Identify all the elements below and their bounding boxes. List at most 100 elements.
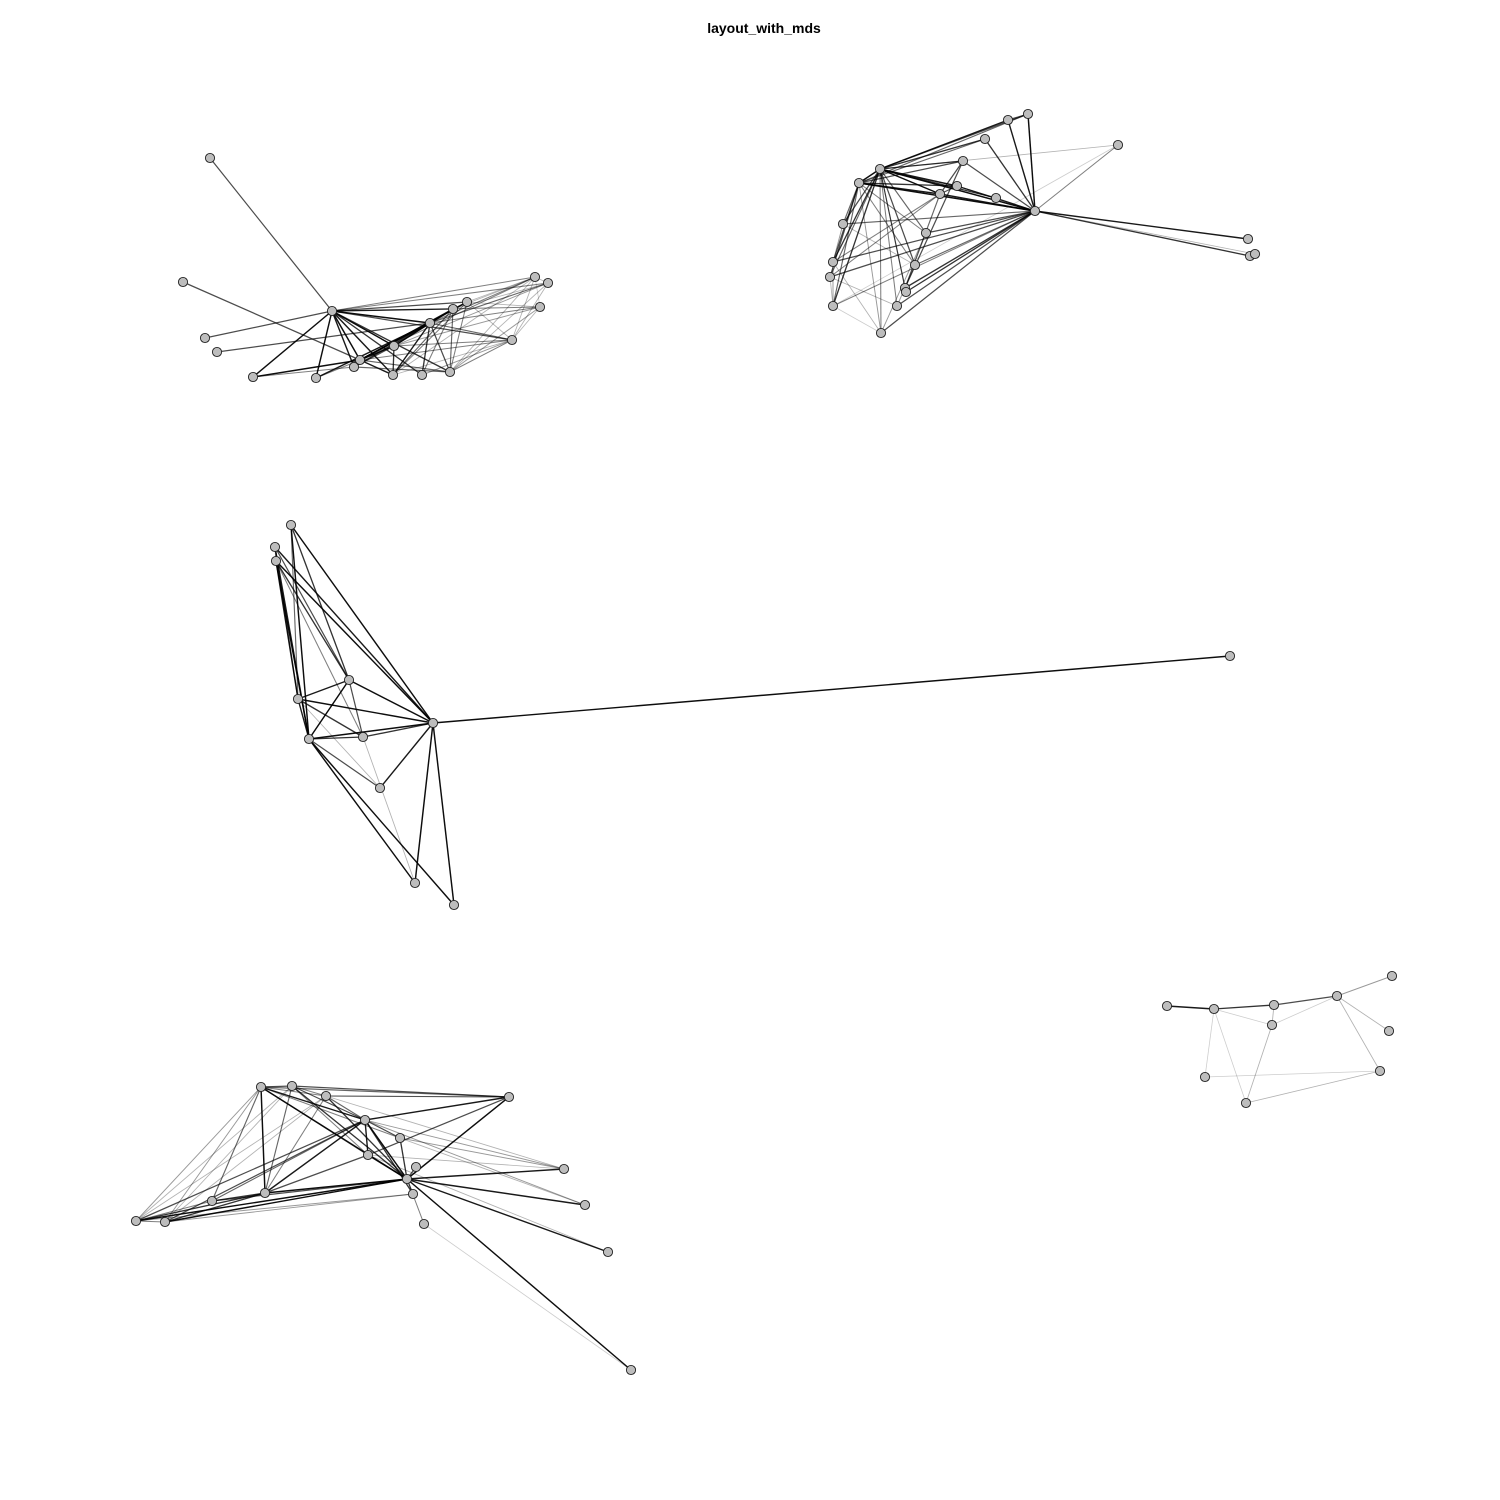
graph-edge	[260, 1086, 266, 1194]
graph-edge	[1245, 1070, 1381, 1104]
graph-node	[199, 332, 211, 344]
graph-edge	[939, 193, 1036, 212]
graph-edge	[962, 160, 1036, 212]
graph-edge	[984, 138, 1036, 212]
component-nodes-top-left	[177, 152, 554, 384]
graph-edge	[896, 210, 1036, 307]
graph-edge	[832, 305, 882, 334]
graph-node	[388, 340, 400, 352]
graph-edge	[858, 182, 927, 234]
graph-edge	[164, 1085, 293, 1223]
graph-edge	[904, 193, 941, 289]
graph-node	[529, 271, 541, 283]
component-edges-middle-left	[274, 524, 1231, 906]
graph-edge	[858, 182, 958, 187]
graph-edge	[414, 722, 434, 884]
graph-edge	[832, 210, 1036, 263]
graph-edge	[211, 1086, 262, 1202]
graph-node	[343, 674, 355, 686]
graph-edge	[879, 160, 964, 170]
graph-node	[534, 301, 546, 313]
graph-edge	[308, 738, 416, 884]
graph-edge	[264, 1085, 293, 1194]
graph-edge	[331, 306, 541, 312]
graph-node	[1242, 233, 1254, 245]
graph-edge	[364, 1096, 510, 1121]
graph-edge	[211, 1119, 366, 1202]
graph-node	[387, 369, 399, 381]
graph-node	[401, 1173, 413, 1185]
graph-node	[424, 317, 436, 329]
graph-node	[255, 1081, 267, 1093]
graph-edge	[449, 301, 468, 373]
graph-edge	[325, 1095, 510, 1098]
graph-node	[900, 286, 912, 298]
graph-edge	[429, 322, 513, 341]
graph-node	[286, 1080, 298, 1092]
graph-edge	[432, 722, 455, 906]
graph-node	[357, 731, 369, 743]
graph-node	[1208, 1003, 1220, 1015]
graph-node	[891, 300, 903, 312]
graph-edge	[905, 210, 1036, 293]
graph-edge	[359, 339, 513, 361]
graph-edge	[331, 282, 549, 312]
graph-edge	[1034, 210, 1251, 257]
graph-node	[1331, 990, 1343, 1002]
graph-node	[348, 361, 360, 373]
graph-edge	[297, 698, 364, 738]
graph-edge	[367, 1154, 609, 1253]
graph-edge	[1034, 210, 1249, 240]
nodes-layer	[130, 108, 1398, 1376]
graph-edge	[264, 1119, 366, 1194]
graph-edge	[1204, 1070, 1381, 1078]
graph-node	[410, 1161, 422, 1173]
graph-edge	[252, 366, 355, 378]
component-nodes-bottom-right	[1161, 970, 1398, 1109]
graph-edge	[135, 1193, 414, 1222]
graph-edge	[325, 1095, 510, 1098]
graph-node	[827, 300, 839, 312]
graph-edge	[331, 310, 394, 376]
graph-edge	[204, 310, 333, 339]
graph-edge	[1007, 119, 1036, 212]
graph-edge	[1271, 995, 1338, 1026]
graph-edge	[367, 1096, 510, 1156]
graph-edge	[264, 1095, 327, 1194]
graph-edge	[423, 1223, 632, 1371]
graph-edge	[348, 679, 434, 724]
graph-node	[837, 218, 849, 230]
graph-edge	[829, 276, 898, 307]
component-edges-top-left	[182, 157, 549, 379]
graph-node	[292, 693, 304, 705]
graph-node	[558, 1163, 570, 1175]
graph-node	[990, 192, 1002, 204]
graph-edge	[297, 698, 310, 740]
graph-edge	[297, 679, 350, 700]
graph-node	[506, 334, 518, 346]
graph-edge	[260, 1086, 401, 1139]
graph-edge	[879, 168, 907, 293]
graph-edge	[275, 560, 299, 700]
graph-edge	[392, 339, 513, 376]
graph-edge	[331, 276, 536, 312]
graph-edge	[216, 322, 431, 353]
graph-edge	[364, 1119, 369, 1156]
graph-node	[130, 1215, 142, 1227]
graph-edge	[135, 1119, 366, 1222]
graph-edge	[135, 1086, 262, 1222]
graph-node	[1383, 1025, 1395, 1037]
graph-node	[206, 1195, 218, 1207]
graph-node	[394, 1132, 406, 1144]
graph-node	[416, 369, 428, 381]
graph-node	[1268, 999, 1280, 1011]
graph-node	[374, 782, 386, 794]
graph-edge	[879, 168, 916, 266]
graph-edge	[364, 1119, 565, 1170]
graph-edge	[379, 722, 434, 789]
graph-edge	[290, 524, 434, 724]
graph-edge	[879, 138, 986, 170]
component-edges-bottom-left	[135, 1085, 632, 1371]
graph-edge	[1336, 995, 1390, 1032]
